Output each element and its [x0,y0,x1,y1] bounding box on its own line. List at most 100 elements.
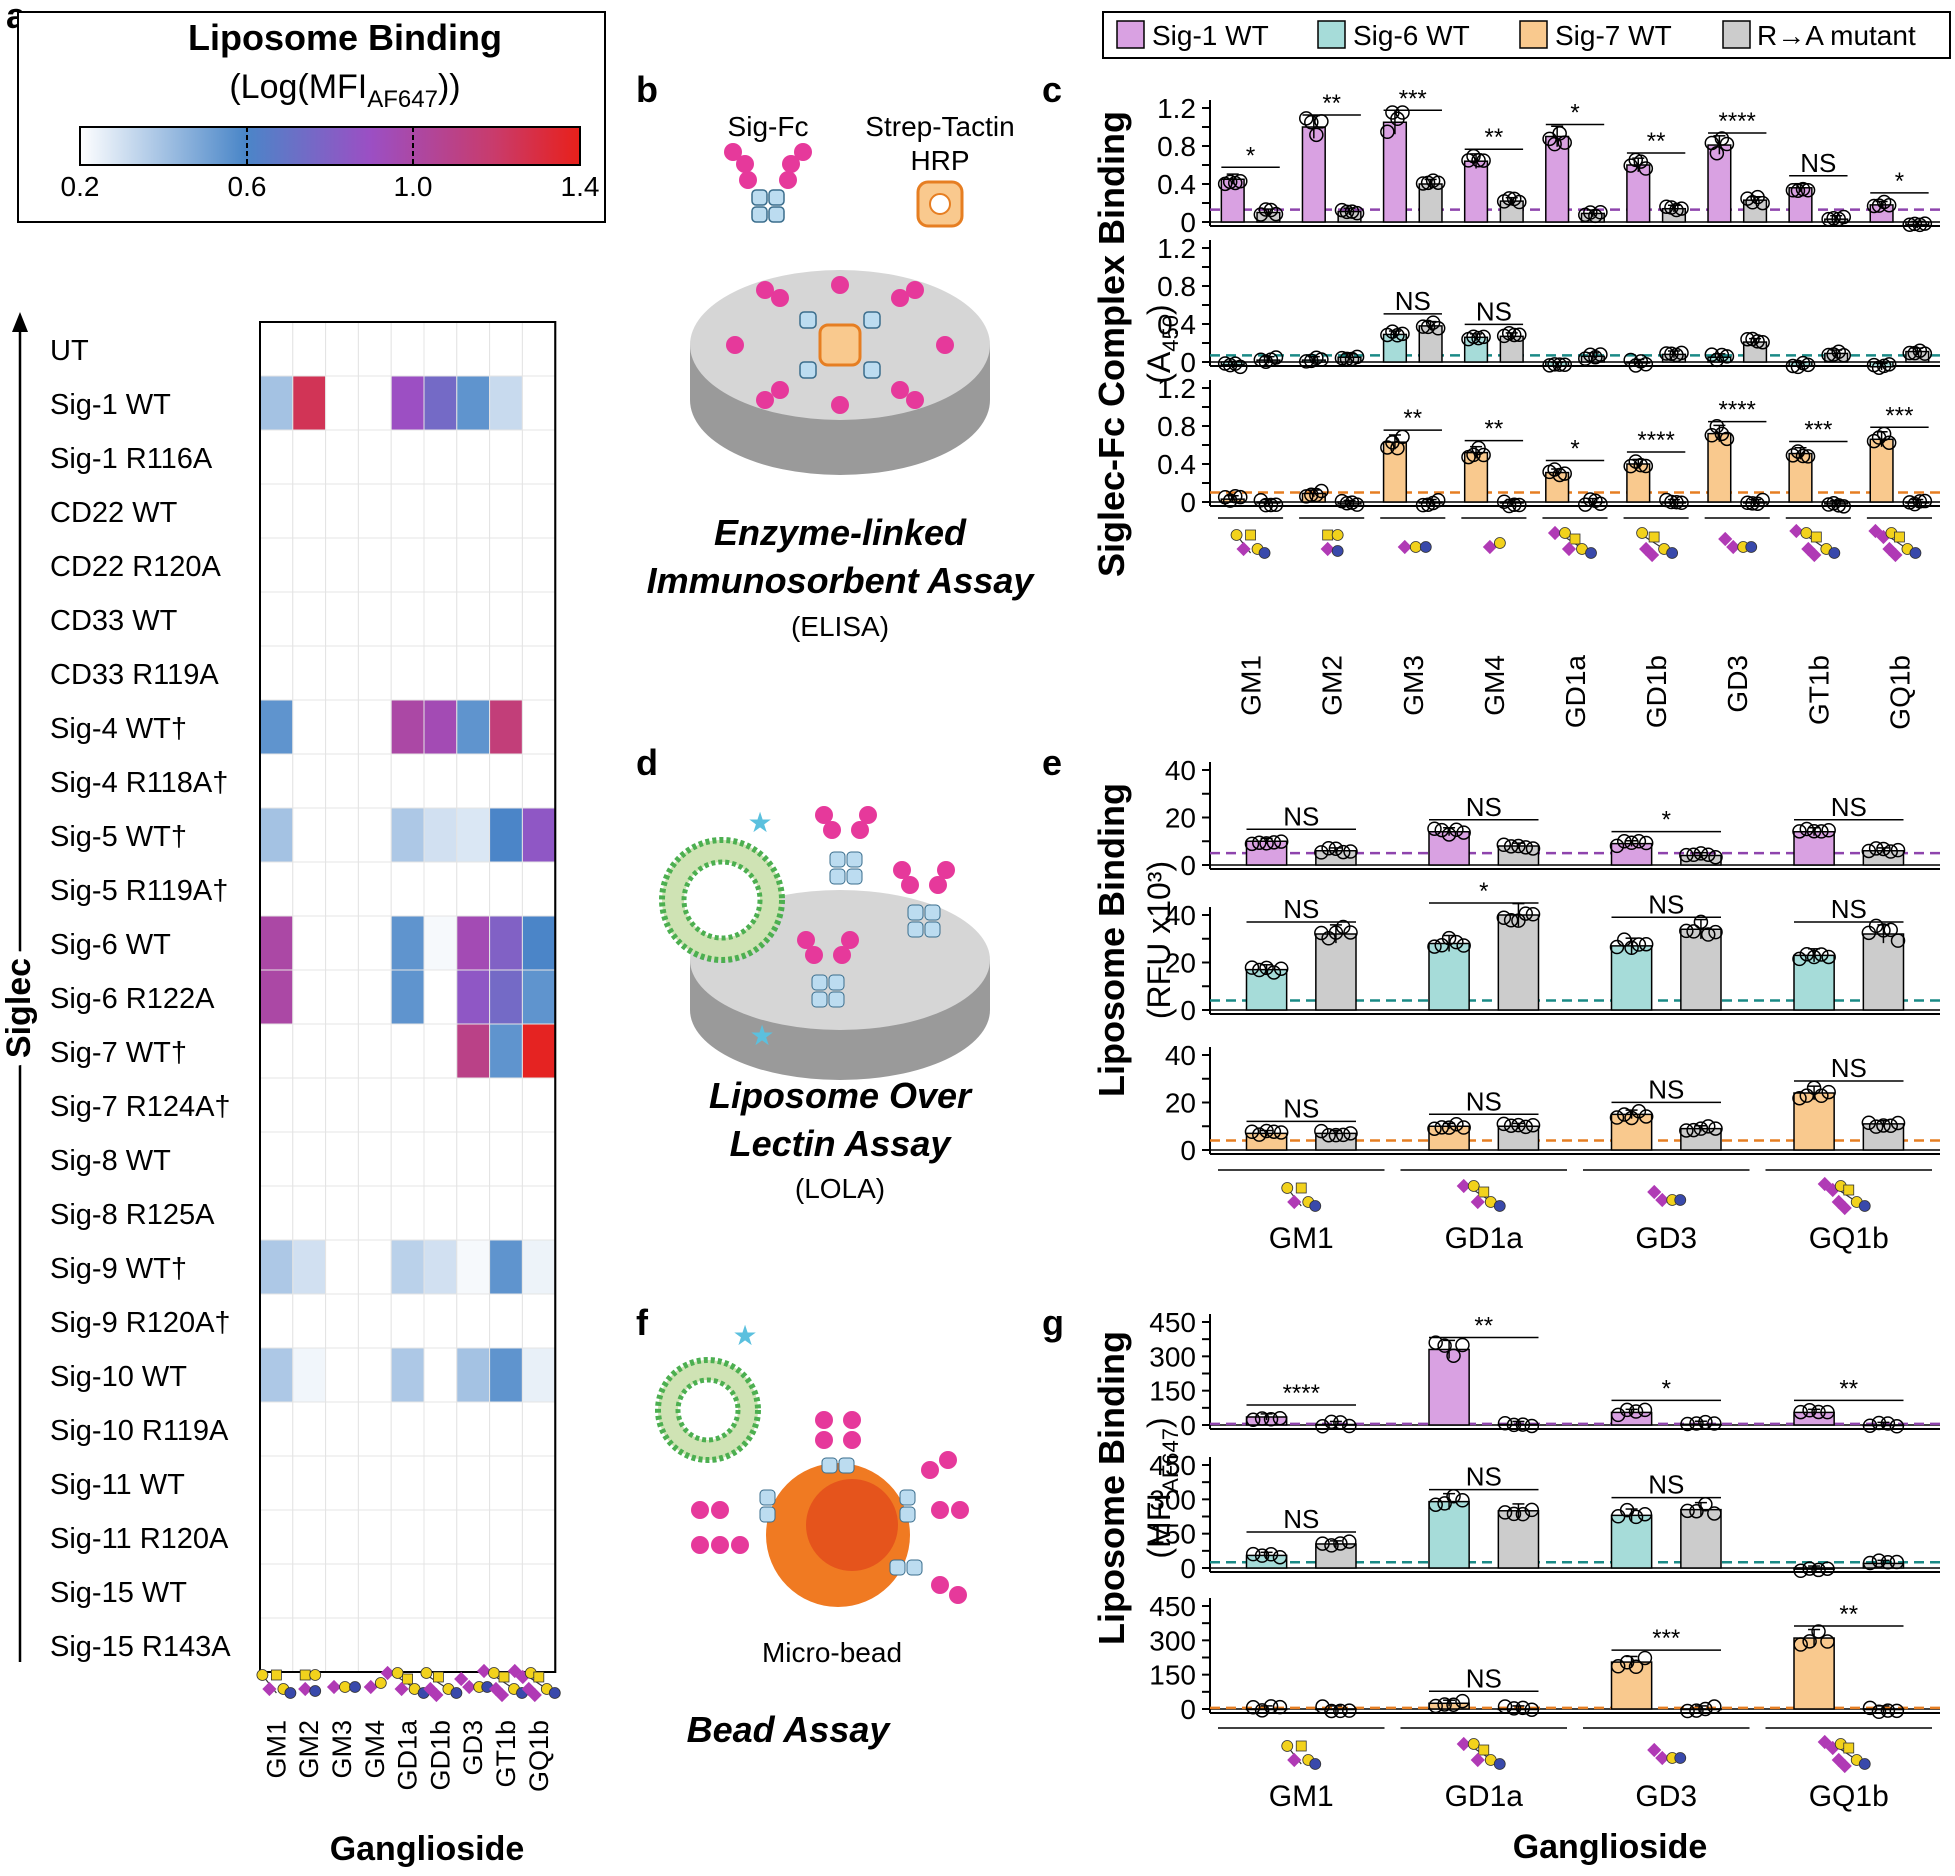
heatmap-cell [325,1131,359,1187]
heatmap-cell [259,1023,294,1079]
galnac-square-icon [1322,529,1334,541]
y-tick-label: 300 [1149,1341,1196,1372]
data-point [1578,497,1593,512]
chart-g-ylabel-unit: (MFIAF647) [1141,1417,1183,1558]
data-point [1524,1702,1540,1717]
data-point [1395,105,1410,120]
heatmap-cell [489,1023,523,1079]
sialic-acid-icon [429,1687,444,1703]
heatmap-cell [357,1347,392,1403]
bead-schematic: ★ Micro-bead Bead Assay [655,1320,969,1750]
data-point [1342,1418,1357,1434]
data-point [1254,1548,1270,1563]
heatmap-cell [521,1455,556,1511]
data-point [1814,824,1829,839]
data-point [1449,1116,1464,1132]
galnac-square-icon [1478,1744,1490,1756]
x-tick-label: GM1 [1236,655,1267,716]
heatmap-cell [521,375,556,431]
sialic-acid-icon [1482,539,1497,555]
sialic-acid-icon [462,1679,477,1695]
data-point [1343,925,1358,940]
data-point [1821,497,1836,512]
bar [1428,1500,1470,1569]
data-point [1503,912,1519,928]
data-point [1497,1699,1513,1714]
data-point [1800,183,1816,198]
bar [1680,1508,1722,1569]
heatmap-cell [357,1509,392,1565]
significance-label: * [1570,436,1579,463]
heatmap-cell [357,1293,392,1349]
heatmap-cell [292,1617,327,1673]
data-point [1866,198,1882,214]
heatmap-cell [390,483,425,539]
heatmap-row-label: Sig-9 R120A† [50,1307,231,1339]
data-point [1503,1118,1519,1133]
heatmap-cell [456,645,491,701]
data-point [1680,1503,1695,1519]
data-point [1617,932,1632,947]
sugar-circle-icon [1909,547,1922,559]
heatmap-cell [456,1401,491,1457]
data-point [1461,153,1476,168]
data-point [1272,1699,1288,1715]
data-point [1638,458,1654,474]
data-point [1471,152,1486,168]
heatmap-cell [456,375,491,431]
heatmap-row-label: Sig-5 R119A† [50,875,228,907]
data-point [1755,492,1770,508]
data-point [1700,1119,1716,1134]
legend: Sig-1 WT Sig-6 WT Sig-7 WT R→A mutant [1102,11,1951,59]
data-point [1862,1700,1878,1716]
data-point [1227,488,1243,504]
data-point [1689,1416,1704,1431]
heatmap-column-label: GD1a [393,1719,423,1791]
data-point [1836,209,1851,225]
heatmap-row-label: Sig-9 WT† [50,1253,187,1285]
data-point [1628,1509,1644,1525]
data-point [1868,918,1884,934]
data-point [1708,1121,1723,1136]
sugar-circle-icon [1585,547,1597,559]
sugar-circle-icon [1281,1182,1294,1194]
glycan-icon-gd1a [1456,1178,1506,1212]
glycan-icon-gm3 [1397,539,1432,555]
elisa-title-2: Immunosorbent Assay [647,560,1036,601]
y-tick-label: 0 [1180,347,1196,378]
data-point [1881,197,1897,213]
glycan-icon-gq1b [1817,1734,1871,1774]
data-point [1679,1123,1694,1138]
data-point [1258,497,1274,513]
data-point [1525,841,1541,856]
heatmap-cell [390,1023,425,1079]
significance-label: NS [1831,1053,1867,1083]
glycan-icon-gm2 [1320,529,1344,557]
heatmap-cell [259,1131,294,1187]
bar [1382,121,1408,223]
heatmap-cell [489,1401,523,1457]
heatmap-cell [259,1347,294,1403]
data-point [1315,1699,1330,1714]
bar [1610,945,1653,1011]
data-point [1871,1415,1887,1431]
sugar-circle-icon [1559,527,1571,539]
heatmap-cell [259,537,294,593]
data-point [1669,495,1684,510]
data-point [1309,487,1324,503]
y-tick-label: 0.8 [1157,271,1196,302]
sialic-acid-icon [454,1671,469,1687]
x-tick-label: GD1a [1560,655,1591,729]
data-point [1880,1703,1896,1718]
data-point [1512,327,1527,343]
chart-g-ylabel: Liposome Binding [1091,1331,1132,1645]
data-point [1272,1549,1288,1565]
heatmap-cell [390,1509,425,1565]
data-point [1799,1088,1815,1103]
heatmap-cell [489,1131,523,1187]
heatmap-cell [292,1185,327,1241]
data-point [1321,930,1336,946]
galnac-square-icon [1648,531,1660,543]
data-point [1883,1118,1898,1134]
data-point [1512,497,1527,513]
